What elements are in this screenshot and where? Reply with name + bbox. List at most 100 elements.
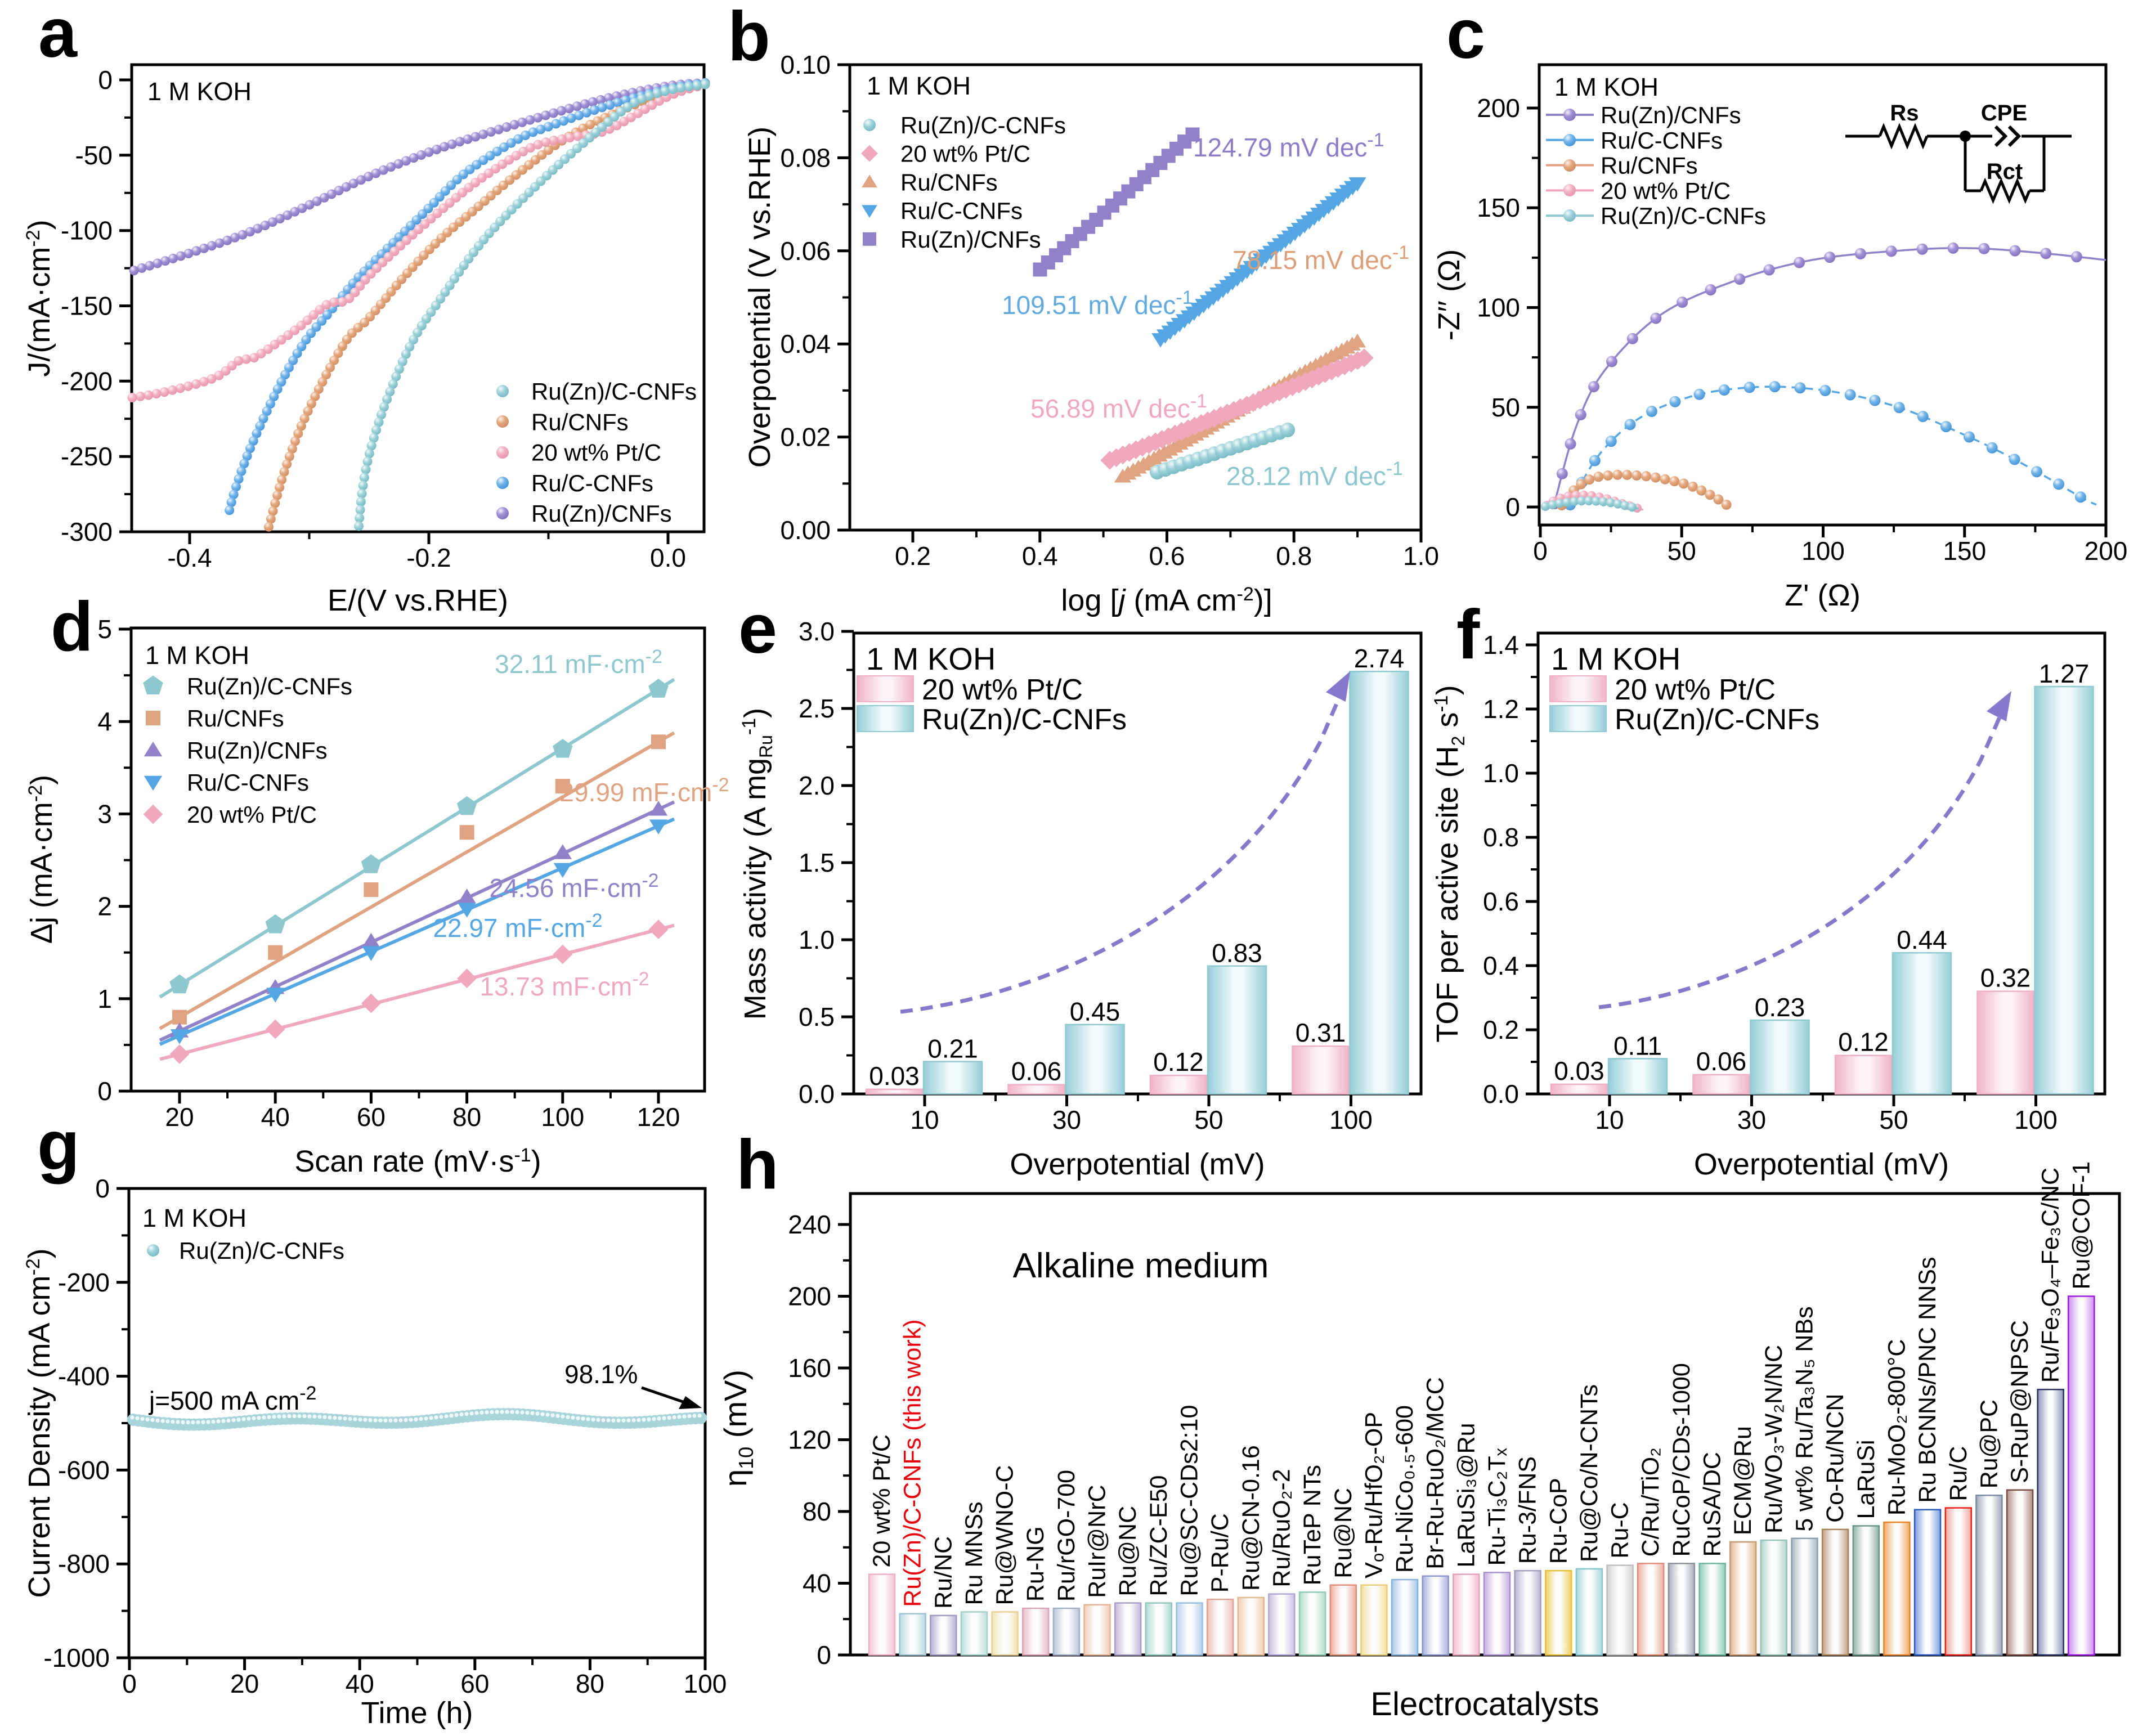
- svg-text:Ru/RuO₂-2: Ru/RuO₂-2: [1268, 1469, 1295, 1587]
- svg-text:200: 200: [1477, 93, 1520, 123]
- svg-text:20: 20: [165, 1102, 194, 1132]
- svg-text:100: 100: [2014, 1105, 2058, 1134]
- svg-text:Ru-Ti₃C₂Tₓ: Ru-Ti₃C₂Tₓ: [1483, 1447, 1511, 1565]
- svg-text:Ru/NC: Ru/NC: [930, 1536, 957, 1609]
- svg-text:1.0: 1.0: [799, 925, 835, 954]
- svg-text:40: 40: [803, 1569, 831, 1598]
- svg-text:98.1%: 98.1%: [564, 1360, 638, 1389]
- svg-text:40: 40: [346, 1669, 374, 1698]
- svg-text:Ru MNSs: Ru MNSs: [961, 1502, 988, 1605]
- svg-text:30: 30: [1737, 1105, 1766, 1134]
- svg-text:0.06: 0.06: [1696, 1047, 1747, 1076]
- svg-text:0.6: 0.6: [1149, 541, 1185, 571]
- svg-text:Ru/C-CNFs: Ru/C-CNFs: [187, 769, 309, 796]
- svg-text:50: 50: [1879, 1105, 1908, 1134]
- svg-text:0.0: 0.0: [650, 543, 686, 572]
- svg-text:E/(V vs.RHE): E/(V vs.RHE): [328, 584, 508, 617]
- svg-text:0.10: 0.10: [780, 50, 831, 79]
- svg-text:0.03: 0.03: [869, 1061, 920, 1091]
- svg-text:Ru(Zn)/C-CNFs: Ru(Zn)/C-CNFs: [922, 703, 1127, 736]
- svg-text:78.15 mV dec-1​: 78.15 mV dec-1​: [1232, 242, 1409, 275]
- svg-text:0.03: 0.03: [1554, 1056, 1604, 1085]
- svg-text:Δj (mA·cm-2​): Δj (mA·cm-2​): [25, 775, 59, 944]
- svg-text:150: 150: [1943, 536, 1986, 566]
- svg-text:log [: log [: [1061, 584, 1118, 617]
- svg-text:3.0: 3.0: [799, 617, 835, 646]
- svg-text:-300: -300: [61, 517, 113, 546]
- svg-text:20 wt% Pt/C: 20 wt% Pt/C: [900, 141, 1030, 167]
- svg-text:80: 80: [576, 1669, 604, 1698]
- svg-text:Br-Ru-RuO₂/MCC: Br-Ru-RuO₂/MCC: [1422, 1377, 1449, 1569]
- svg-text:Vₒ-Ru/HfO₂-OP: Vₒ-Ru/HfO₂-OP: [1360, 1412, 1387, 1578]
- svg-text:0.12: 0.12: [1153, 1047, 1204, 1076]
- svg-text:Ru/CNFs: Ru/CNFs: [1601, 152, 1698, 179]
- svg-text:0: 0: [1505, 492, 1520, 522]
- svg-text:1: 1: [97, 984, 112, 1013]
- svg-text:g: g: [37, 1107, 80, 1185]
- svg-text:ECM@Ru: ECM@Ru: [1729, 1426, 1756, 1535]
- svg-text:Ru-C: Ru-C: [1607, 1502, 1634, 1558]
- svg-text:-0.2: -0.2: [406, 543, 451, 572]
- svg-text:1 M KOH: 1 M KOH: [145, 641, 249, 670]
- svg-text:60: 60: [460, 1669, 489, 1698]
- svg-text:Ru(Zn)/C-CNFs: Ru(Zn)/C-CNFs: [187, 673, 352, 699]
- svg-text:150: 150: [1477, 193, 1520, 222]
- svg-text:1 M KOH: 1 M KOH: [142, 1204, 246, 1232]
- svg-text:Ru/C: Ru/C: [1945, 1446, 1972, 1501]
- svg-text:0.06: 0.06: [1011, 1057, 1062, 1086]
- svg-text:P-Ru/C: P-Ru/C: [1207, 1513, 1234, 1593]
- svg-text:0: 0: [122, 1669, 137, 1698]
- svg-text:28.12 mV dec-1​: 28.12 mV dec-1​: [1226, 458, 1403, 491]
- svg-text:0.0: 0.0: [1483, 1079, 1519, 1109]
- svg-text:CPE: CPE: [1981, 101, 2027, 125]
- svg-text:80: 80: [452, 1102, 481, 1132]
- svg-text:32.11 mF·cm-2​: 32.11 mF·cm-2​: [495, 646, 662, 679]
- svg-text:RuSA/DC: RuSA/DC: [1699, 1452, 1726, 1556]
- svg-text:2.5: 2.5: [799, 694, 835, 723]
- svg-text:Ru(Zn)/C-CNFs: Ru(Zn)/C-CNFs: [1615, 703, 1819, 736]
- svg-text:200: 200: [788, 1282, 831, 1311]
- svg-text:3: 3: [97, 799, 112, 828]
- svg-text:a: a: [38, 0, 78, 72]
- svg-text:2.74: 2.74: [1354, 644, 1405, 673]
- svg-text:e: e: [738, 590, 777, 668]
- svg-text:0.32: 0.32: [1980, 963, 2031, 993]
- svg-text:c: c: [1446, 0, 1485, 73]
- svg-text:1 M KOH: 1 M KOH: [1551, 641, 1680, 676]
- svg-text:1.0: 1.0: [1403, 541, 1439, 571]
- svg-text:Overpotential (mV): Overpotential (mV): [1010, 1147, 1265, 1181]
- svg-text:-100: -100: [61, 216, 113, 245]
- svg-text:Ru-3/FNS: Ru-3/FNS: [1514, 1456, 1541, 1564]
- svg-text:b: b: [728, 0, 770, 75]
- svg-text:Ru/rGO-700: Ru/rGO-700: [1053, 1470, 1080, 1602]
- svg-text:Ru(Zn)/C-CNFs: Ru(Zn)/C-CNFs: [1601, 203, 1766, 229]
- svg-text:0.6: 0.6: [1483, 887, 1519, 916]
- svg-text:120: 120: [637, 1102, 680, 1132]
- svg-text:-1000: -1000: [43, 1643, 110, 1672]
- svg-text:2.0: 2.0: [799, 771, 835, 800]
- svg-text:C/Ru/TiO₂: C/Ru/TiO₂: [1637, 1447, 1664, 1556]
- svg-text:Ru/WO₃-W₂N/NC: Ru/WO₃-W₂N/NC: [1760, 1345, 1787, 1533]
- svg-text:Ru BCNNs/PNC NNSs: Ru BCNNs/PNC NNSs: [1914, 1257, 1941, 1503]
- svg-text:Ru/CNFs: Ru/CNFs: [900, 169, 998, 195]
- svg-text:Ru/CNFs: Ru/CNFs: [531, 409, 629, 435]
- svg-text:Ru-NG: Ru-NG: [1022, 1526, 1049, 1602]
- svg-text:Scan rate (mV·s-1​): Scan rate (mV·s-1​): [294, 1145, 541, 1178]
- svg-text:Ru(Zn)/C-CNFs: Ru(Zn)/C-CNFs: [531, 378, 697, 405]
- svg-text:Rct: Rct: [1987, 159, 2023, 184]
- svg-text:Alkaline medium: Alkaline medium: [1013, 1246, 1269, 1285]
- svg-text:-600: -600: [58, 1455, 110, 1484]
- svg-text:Ru@Co/N-CNTs: Ru@Co/N-CNTs: [1576, 1384, 1603, 1562]
- svg-text:0.8: 0.8: [1276, 541, 1312, 571]
- svg-text:Ru@NC: Ru@NC: [1114, 1506, 1141, 1596]
- svg-text:Ru(Zn)/CNFs: Ru(Zn)/CNFs: [1601, 102, 1741, 128]
- svg-text:20 wt% Pt/C: 20 wt% Pt/C: [1601, 177, 1731, 204]
- svg-text:-800: -800: [58, 1549, 110, 1578]
- svg-text:Ru/ZC-E50: Ru/ZC-E50: [1145, 1475, 1172, 1596]
- svg-text:0.5: 0.5: [799, 1002, 835, 1031]
- svg-text:Ru@PC: Ru@PC: [1975, 1399, 2002, 1488]
- svg-text:0.21: 0.21: [927, 1034, 978, 1064]
- svg-text:-200: -200: [58, 1268, 110, 1297]
- svg-text:0.02: 0.02: [780, 423, 831, 452]
- svg-text:1.4: 1.4: [1483, 630, 1519, 660]
